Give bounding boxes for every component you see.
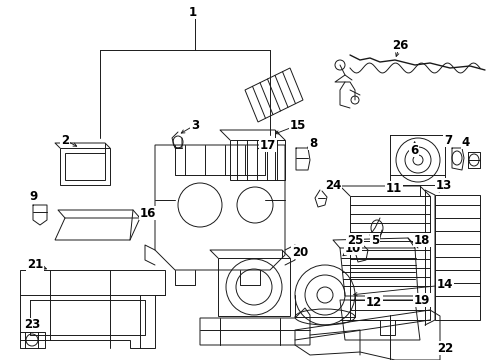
Text: 12: 12 xyxy=(365,296,381,309)
Text: 3: 3 xyxy=(190,118,199,131)
Text: 7: 7 xyxy=(443,134,451,147)
Text: 10: 10 xyxy=(344,242,360,255)
Text: 21: 21 xyxy=(27,258,43,271)
Text: 20: 20 xyxy=(291,246,307,258)
Text: 26: 26 xyxy=(391,39,407,51)
Text: 9: 9 xyxy=(30,189,38,202)
Text: 16: 16 xyxy=(140,207,156,220)
Text: 18: 18 xyxy=(413,234,429,247)
Text: 6: 6 xyxy=(409,144,417,157)
Text: 22: 22 xyxy=(436,342,452,355)
Text: 11: 11 xyxy=(385,181,401,194)
Text: 19: 19 xyxy=(413,293,429,306)
Text: 15: 15 xyxy=(289,118,305,131)
Text: 13: 13 xyxy=(435,179,451,192)
Text: 23: 23 xyxy=(24,319,40,332)
Text: 1: 1 xyxy=(188,5,197,18)
Text: 14: 14 xyxy=(436,279,452,292)
Text: 25: 25 xyxy=(346,234,363,247)
Text: 8: 8 xyxy=(308,136,317,149)
Text: 17: 17 xyxy=(259,139,276,152)
Text: 24: 24 xyxy=(324,179,341,192)
Text: 4: 4 xyxy=(461,135,469,149)
Text: 2: 2 xyxy=(61,134,69,147)
Text: 5: 5 xyxy=(370,234,378,247)
